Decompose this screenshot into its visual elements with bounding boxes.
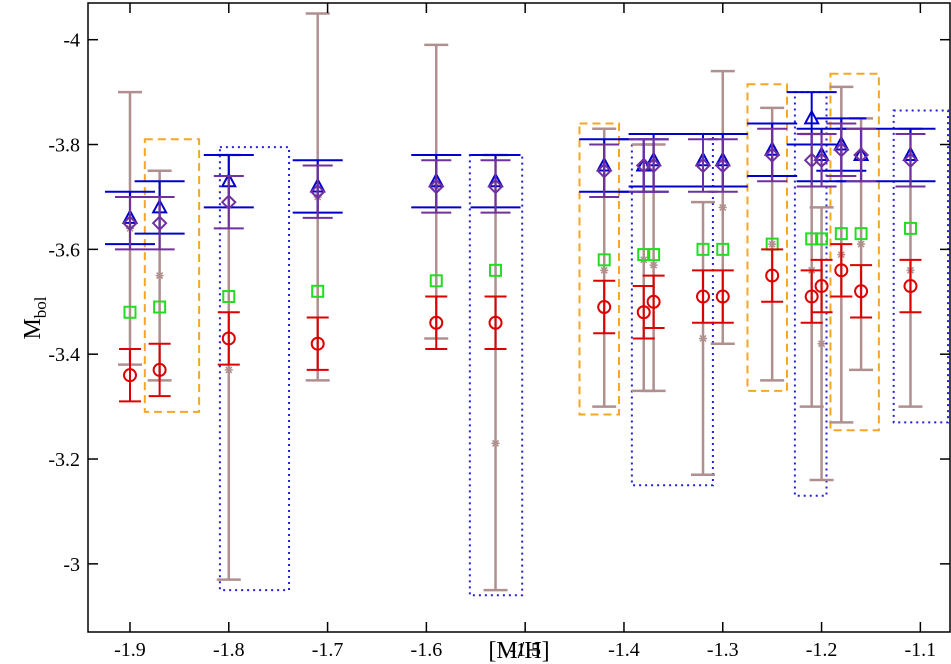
diamond-marker bbox=[645, 157, 662, 174]
diamond-marker bbox=[428, 178, 445, 195]
x-tick-label: -1.5 bbox=[509, 639, 541, 661]
x-tick-label: -1.2 bbox=[806, 639, 838, 661]
x-tick-label: -1.4 bbox=[608, 639, 640, 661]
diamond-marker bbox=[151, 215, 168, 232]
square-marker bbox=[311, 284, 325, 298]
y-tick-label: -3 bbox=[63, 554, 80, 576]
circle-marker bbox=[488, 315, 503, 330]
diamond-marker bbox=[902, 152, 919, 169]
x-tick-label: -1.8 bbox=[213, 639, 245, 661]
square-marker bbox=[716, 242, 730, 256]
star-marker bbox=[768, 240, 777, 249]
x-tick-label: -1.9 bbox=[114, 639, 146, 661]
star-marker bbox=[699, 334, 708, 343]
y-tick-label: -4 bbox=[63, 30, 80, 52]
diamond-marker bbox=[596, 162, 613, 179]
highlight-box bbox=[143, 138, 201, 413]
diamond-marker bbox=[714, 157, 731, 174]
square-marker bbox=[903, 221, 917, 235]
star-marker bbox=[224, 365, 233, 374]
circle-marker bbox=[696, 289, 711, 304]
x-axis-label: [M/H] bbox=[488, 638, 549, 664]
highlight-box bbox=[746, 83, 788, 392]
diamond-marker bbox=[487, 178, 504, 195]
y-tick-label: -3.6 bbox=[48, 239, 80, 261]
circle-marker bbox=[597, 300, 612, 315]
square-marker bbox=[637, 248, 651, 262]
square-marker bbox=[153, 300, 167, 314]
star-marker bbox=[649, 261, 658, 270]
diamond-marker bbox=[220, 194, 237, 211]
square-marker bbox=[222, 290, 236, 304]
square-marker bbox=[834, 227, 848, 241]
diamond-marker bbox=[853, 147, 869, 163]
square-marker bbox=[854, 227, 868, 241]
diamond-marker bbox=[695, 157, 711, 174]
star-marker bbox=[817, 339, 826, 348]
circle-marker bbox=[765, 268, 780, 283]
circle-marker bbox=[804, 289, 819, 304]
diamond-marker bbox=[122, 215, 138, 232]
diamond-marker bbox=[309, 183, 326, 200]
x-tick-label: -1.7 bbox=[312, 639, 344, 661]
y-tick-label: -3.4 bbox=[48, 344, 80, 366]
circle-marker bbox=[646, 294, 661, 309]
square-marker bbox=[429, 274, 443, 288]
circle-marker bbox=[903, 279, 918, 294]
x-tick-label: -1.3 bbox=[707, 639, 739, 661]
highlight-box bbox=[892, 109, 950, 424]
diamond-marker bbox=[813, 152, 830, 169]
highlight-box bbox=[793, 91, 828, 497]
circle-marker bbox=[814, 279, 829, 294]
star-marker bbox=[491, 439, 500, 448]
highlight-box bbox=[218, 146, 291, 592]
circle-marker bbox=[221, 331, 236, 346]
plot-frame bbox=[87, 2, 951, 633]
y-tick-label: -3.8 bbox=[48, 135, 80, 157]
star-marker bbox=[155, 271, 164, 280]
square-marker bbox=[805, 232, 819, 246]
square-marker bbox=[815, 232, 829, 246]
star-marker bbox=[857, 240, 866, 249]
circle-marker bbox=[854, 284, 869, 299]
square-marker bbox=[696, 242, 710, 256]
diamond-marker bbox=[833, 141, 850, 158]
x-tick-label: -1.1 bbox=[905, 639, 937, 661]
triangle-marker bbox=[803, 109, 820, 125]
square-marker bbox=[123, 305, 137, 319]
circle-marker bbox=[429, 315, 444, 330]
square-marker bbox=[597, 253, 611, 267]
y-axis-label-sub: bol bbox=[31, 296, 50, 318]
y-tick-label: -3.2 bbox=[48, 449, 80, 471]
y-axis-label: Mbol bbox=[20, 296, 50, 339]
x-tick-label: -1.6 bbox=[411, 639, 443, 661]
star-marker bbox=[718, 203, 727, 212]
circle-marker bbox=[715, 289, 730, 304]
y-axis-label-main: M bbox=[20, 318, 46, 339]
circle-marker bbox=[152, 362, 167, 377]
highlight-box bbox=[829, 72, 880, 432]
highlight-box bbox=[578, 122, 621, 416]
circle-marker bbox=[122, 368, 137, 383]
circle-marker bbox=[834, 263, 849, 278]
circle-marker bbox=[636, 305, 651, 320]
diamond-marker bbox=[764, 147, 781, 163]
square-marker bbox=[489, 263, 503, 277]
circle-marker bbox=[310, 336, 325, 351]
square-marker bbox=[647, 248, 661, 262]
star-marker bbox=[600, 266, 609, 275]
